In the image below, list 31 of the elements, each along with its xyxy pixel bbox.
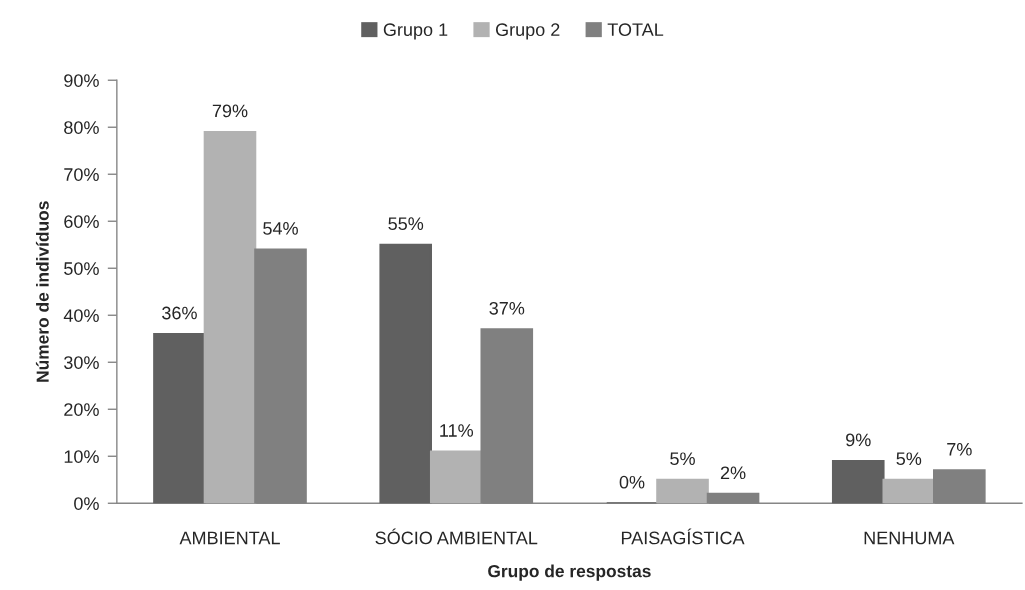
data-label: 9% bbox=[846, 433, 871, 447]
legend-label: Grupo 2 bbox=[495, 23, 560, 40]
data-label: 54% bbox=[263, 222, 298, 235]
x-tick-label: PAISAGÍSTICA bbox=[621, 528, 745, 545]
x-tick-label: AMBIENTAL bbox=[179, 531, 280, 545]
x-tick-label: SÓCIO AMBIENTAL bbox=[375, 528, 538, 545]
x-axis-title: Grupo de respostas bbox=[488, 564, 651, 581]
data-label: 5% bbox=[896, 452, 922, 466]
data-label: 37% bbox=[489, 301, 525, 315]
y-tick-label: 60% bbox=[64, 215, 99, 228]
y-tick-label: 10% bbox=[64, 450, 99, 463]
y-tick-label: 20% bbox=[64, 403, 99, 416]
x-tick-label: NENHUMA bbox=[864, 531, 955, 545]
data-label: 79% bbox=[212, 104, 248, 118]
data-label: 0% bbox=[619, 475, 645, 489]
y-tick-label: 70% bbox=[64, 168, 99, 181]
legend-label: Grupo 1 bbox=[383, 23, 448, 40]
y-tick-label: 30% bbox=[64, 356, 99, 369]
data-label: 36% bbox=[162, 306, 197, 320]
y-tick-label: 80% bbox=[64, 121, 99, 134]
y-tick-label: 40% bbox=[63, 309, 99, 322]
data-label: 5% bbox=[670, 452, 695, 466]
data-label: 11% bbox=[440, 424, 474, 437]
data-label: 7% bbox=[947, 442, 972, 456]
data-label: 2% bbox=[720, 466, 746, 480]
y-tick-label: 90% bbox=[64, 74, 99, 87]
y-tick-label: 50% bbox=[64, 262, 99, 275]
legend-label: TOTAL bbox=[607, 23, 664, 37]
y-tick-label: 0% bbox=[74, 497, 99, 510]
y-axis-title: Número de indivíduos bbox=[35, 201, 49, 382]
data-label: 55% bbox=[388, 217, 424, 231]
